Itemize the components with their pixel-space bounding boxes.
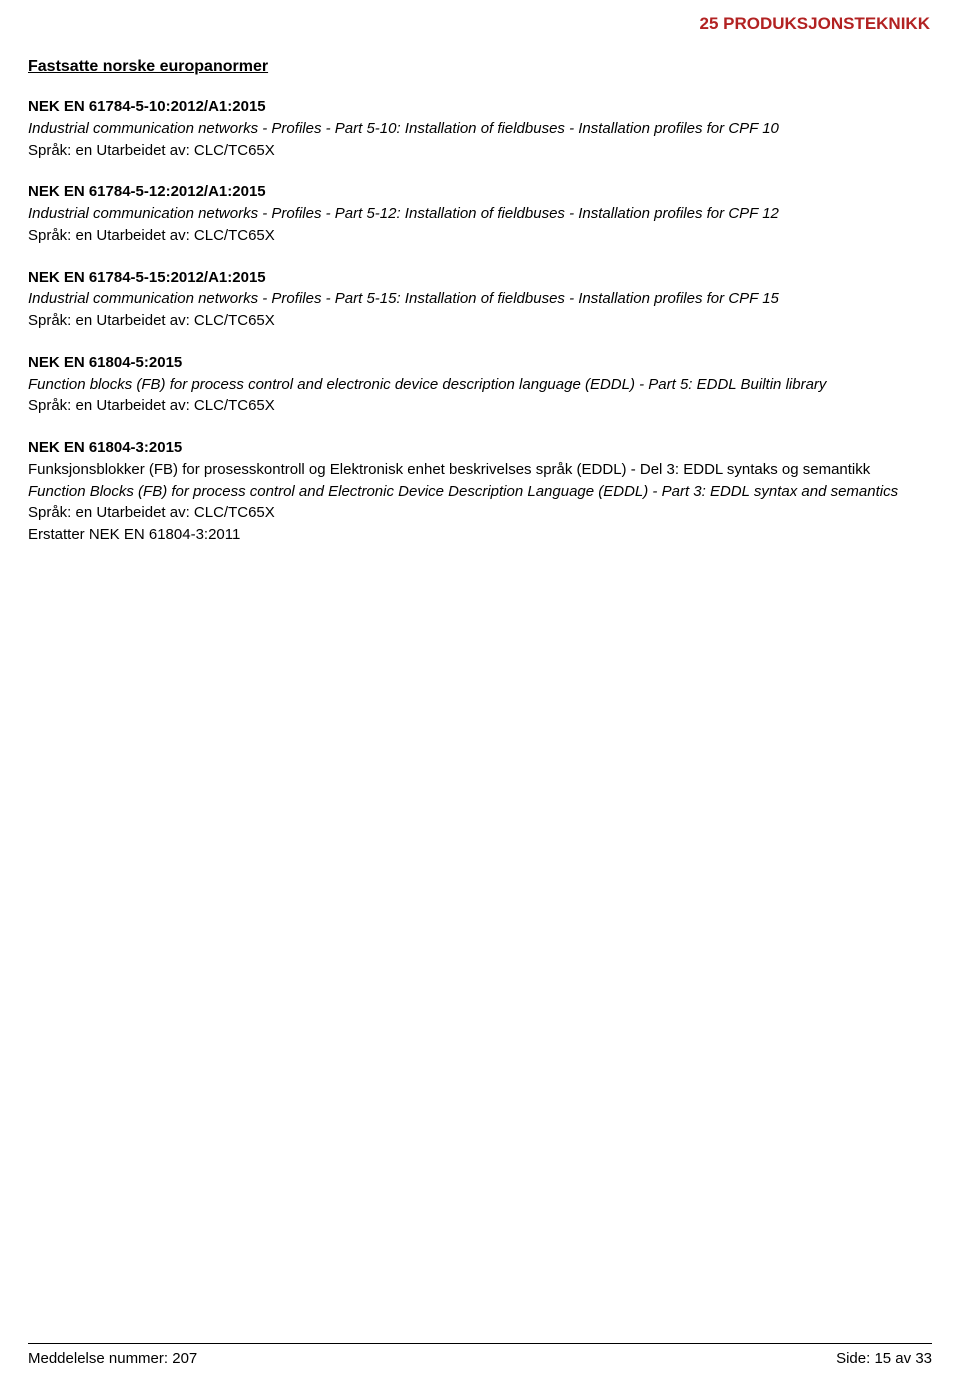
entry-meta: Språk: en Utarbeidet av: CLC/TC65X	[28, 502, 932, 524]
entry-meta: Språk: en Utarbeidet av: CLC/TC65X	[28, 140, 932, 162]
entry-title: NEK EN 61804-5:2015	[28, 352, 932, 374]
entry-meta: Språk: en Utarbeidet av: CLC/TC65X	[28, 395, 932, 417]
footer-right: Side: 15 av 33	[836, 1350, 932, 1367]
footer-left: Meddelelse nummer: 207	[28, 1350, 197, 1367]
entry-title: NEK EN 61784-5-12:2012/A1:2015	[28, 181, 932, 203]
entry-description-en: Industrial communication networks - Prof…	[28, 203, 932, 225]
page: 25 PRODUKSJONSTEKNIKK Fastsatte norske e…	[0, 0, 960, 1387]
page-footer: Meddelelse nummer: 207 Side: 15 av 33	[28, 1343, 932, 1367]
standard-entry: NEK EN 61784-5-10:2012/A1:2015 Industria…	[28, 96, 932, 161]
standard-entry: NEK EN 61804-5:2015 Function blocks (FB)…	[28, 352, 932, 417]
entry-description-en: Function Blocks (FB) for process control…	[28, 481, 932, 503]
entry-description-en: Industrial communication networks - Prof…	[28, 288, 932, 310]
entry-title: NEK EN 61784-5-10:2012/A1:2015	[28, 96, 932, 118]
entry-description-no: Funksjonsblokker (FB) for prosesskontrol…	[28, 459, 932, 481]
entry-replaces: Erstatter NEK EN 61804-3:2011	[28, 524, 932, 546]
entry-description-en: Function blocks (FB) for process control…	[28, 374, 932, 396]
standard-entry: NEK EN 61804-3:2015 Funksjonsblokker (FB…	[28, 437, 932, 546]
entry-title: NEK EN 61804-3:2015	[28, 437, 932, 459]
entry-meta: Språk: en Utarbeidet av: CLC/TC65X	[28, 225, 932, 247]
standard-entry: NEK EN 61784-5-15:2012/A1:2015 Industria…	[28, 267, 932, 332]
entry-meta: Språk: en Utarbeidet av: CLC/TC65X	[28, 310, 932, 332]
entry-description-en: Industrial communication networks - Prof…	[28, 118, 932, 140]
standard-entry: NEK EN 61784-5-12:2012/A1:2015 Industria…	[28, 181, 932, 246]
section-heading: Fastsatte norske europanormer	[28, 58, 932, 76]
entry-title: NEK EN 61784-5-15:2012/A1:2015	[28, 267, 932, 289]
category-header: 25 PRODUKSJONSTEKNIKK	[28, 14, 932, 34]
